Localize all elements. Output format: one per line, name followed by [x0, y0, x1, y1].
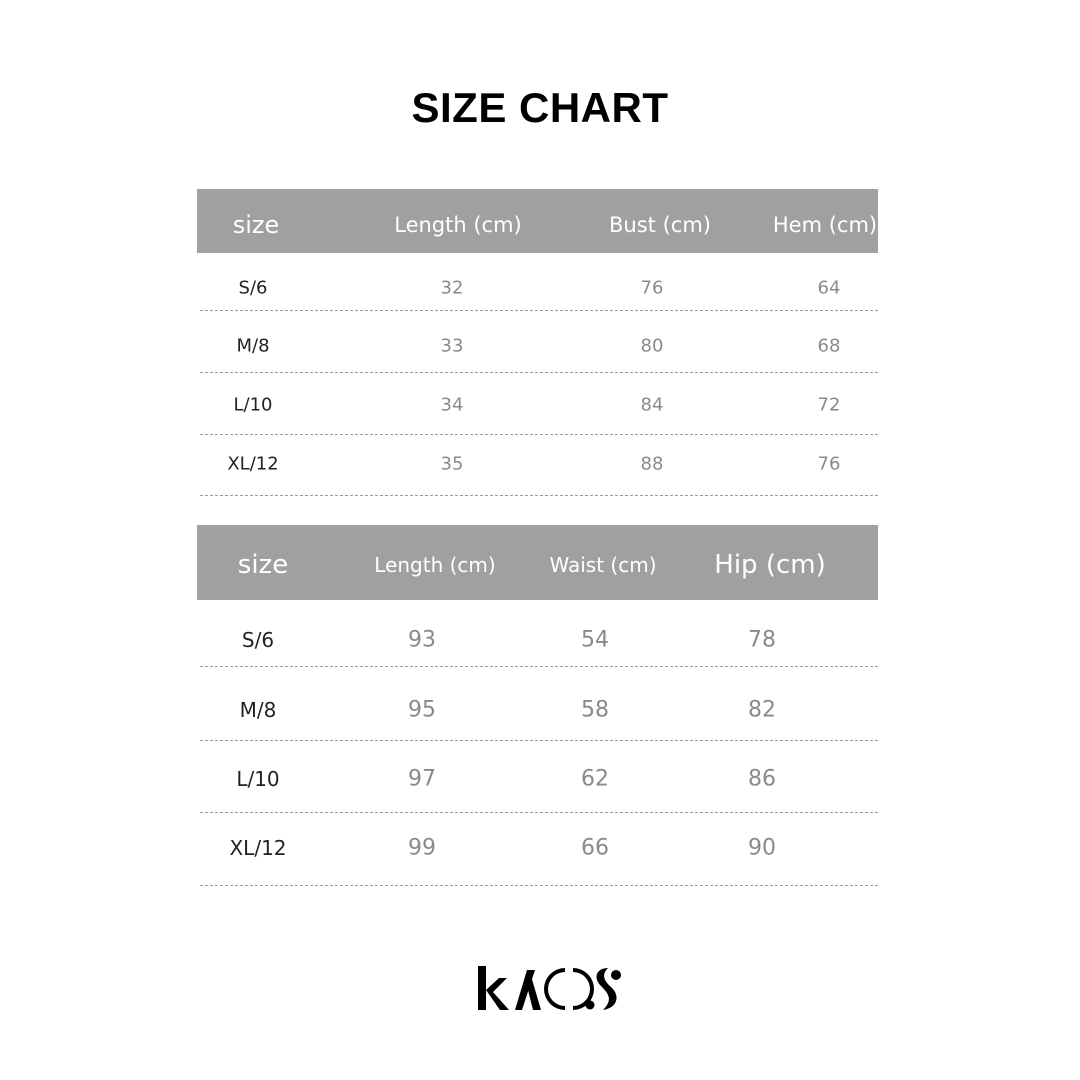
- row-divider: [200, 310, 878, 311]
- table-cell: 95: [408, 697, 436, 723]
- column-header: Hem (cm): [772, 213, 878, 237]
- table-cell: 62: [581, 766, 609, 792]
- size-label: S/6: [241, 628, 275, 652]
- table-2-header: [197, 525, 878, 600]
- table-cell: 90: [748, 835, 776, 861]
- table-cell: 64: [817, 277, 841, 299]
- column-header: Hip (cm): [714, 550, 826, 580]
- size-label: XL/12: [227, 453, 279, 475]
- row-divider: [200, 434, 878, 435]
- size-label: M/8: [239, 698, 277, 722]
- column-header: Waist (cm): [549, 553, 657, 577]
- column-header: size: [237, 550, 289, 580]
- table-cell: 86: [748, 766, 776, 792]
- table-cell: 76: [817, 453, 841, 475]
- table-cell: 76: [640, 277, 664, 299]
- table-cell: 32: [440, 277, 464, 299]
- size-label: S/6: [238, 277, 268, 299]
- table-cell: 99: [408, 835, 436, 861]
- table-cell: 82: [748, 697, 776, 723]
- table-cell: 80: [640, 335, 664, 357]
- table-cell: 33: [440, 335, 464, 357]
- table-cell: 88: [640, 453, 664, 475]
- table-cell: 78: [748, 627, 776, 653]
- row-divider: [200, 812, 878, 813]
- table-cell: 34: [440, 394, 464, 416]
- table-1-header: [197, 189, 878, 253]
- table-cell: 72: [817, 394, 841, 416]
- column-header: Length (cm): [374, 553, 496, 577]
- table-cell: 54: [581, 627, 609, 653]
- table-cell: 68: [817, 335, 841, 357]
- row-divider: [200, 740, 878, 741]
- row-divider: [200, 372, 878, 373]
- column-header: Length (cm): [394, 213, 522, 237]
- table-cell: 97: [408, 766, 436, 792]
- table-cell: 66: [581, 835, 609, 861]
- row-divider: [200, 885, 878, 886]
- size-label: XL/12: [229, 836, 287, 860]
- column-header: Bust (cm): [609, 213, 711, 237]
- size-label: M/8: [236, 335, 270, 357]
- row-divider: [200, 495, 878, 496]
- size-label: L/10: [233, 394, 273, 416]
- page-title: SIZE CHART: [411, 84, 669, 131]
- table-cell: 93: [408, 627, 436, 653]
- row-divider: [200, 666, 878, 667]
- table-cell: 58: [581, 697, 609, 723]
- table-cell: 35: [440, 453, 464, 475]
- kaos-logo: [478, 966, 621, 1010]
- column-header: size: [232, 211, 280, 239]
- size-label: L/10: [236, 767, 280, 791]
- table-cell: 84: [640, 394, 664, 416]
